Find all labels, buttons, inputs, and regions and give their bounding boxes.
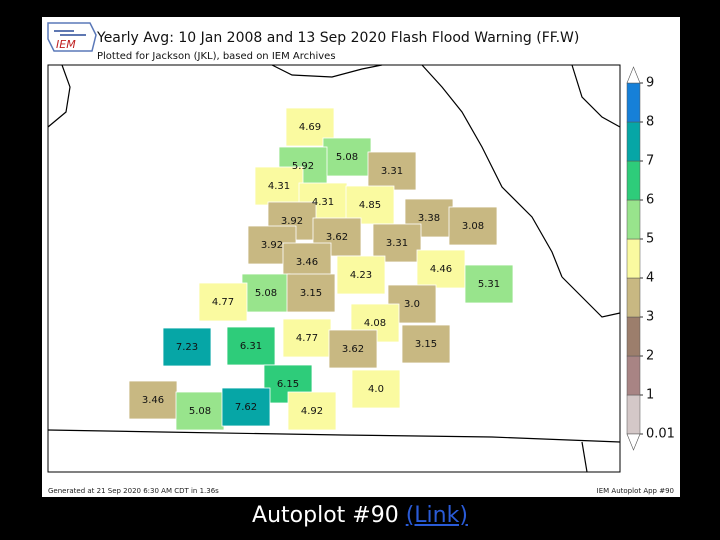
county-value: 6.15 (277, 379, 299, 390)
county-value: 4.23 (350, 270, 372, 281)
county (254, 166, 304, 206)
screenshot: IEM Yearly Avg: 10 Jan 2008 and 13 Sep 2… (42, 17, 680, 497)
county-value: 5.08 (189, 406, 211, 417)
caption: Autoplot #90 (Link) (0, 503, 720, 528)
colorbar-tick-label: 0.01 (646, 427, 675, 442)
county-value: 4.92 (301, 406, 323, 417)
county-value: 4.85 (359, 200, 381, 211)
county (328, 329, 378, 369)
colorbar-tick-label: 6 (646, 193, 654, 208)
county-value: 7.23 (176, 342, 198, 353)
county-value: 3.38 (418, 213, 440, 224)
county-value: 3.62 (342, 344, 364, 355)
county-value: 4.77 (296, 333, 318, 344)
county-value: 5.31 (478, 279, 500, 290)
colorbar-tick-label: 8 (646, 115, 654, 130)
county (401, 324, 451, 364)
colorbar-tick-label: 4 (646, 271, 654, 286)
county (162, 327, 212, 367)
link[interactable]: (Link) (405, 503, 468, 528)
caption-text: Autoplot #90 (252, 503, 399, 528)
county-value: 4.77 (212, 297, 234, 308)
county (448, 206, 498, 246)
logo: IEM (47, 22, 97, 52)
county-value: 3.92 (261, 240, 283, 251)
county (226, 326, 276, 366)
colorbar-segment (626, 82, 641, 123)
county-value: 3.08 (462, 221, 484, 232)
logo-text: IEM (56, 38, 76, 51)
colorbar-segment (626, 238, 641, 279)
footer-left: Generated at 21 Sep 2020 6:30 AM CDT in … (48, 487, 219, 495)
county-value: 4.08 (364, 318, 386, 329)
county (221, 387, 271, 427)
county (351, 369, 401, 409)
county (282, 318, 332, 358)
colorbar-tick-label: 7 (646, 154, 654, 169)
county-value: 5.08 (336, 152, 358, 163)
county (367, 151, 417, 191)
county (198, 282, 248, 322)
county (128, 380, 178, 420)
colorbar-tick-label: 3 (646, 310, 654, 325)
colorbar-segment (626, 355, 641, 396)
state-borders (47, 64, 621, 473)
county-value: 4.46 (430, 264, 452, 275)
county-value: 3.31 (386, 238, 408, 249)
county-value: 4.0 (368, 384, 384, 395)
county-value: 3.92 (281, 216, 303, 227)
county (175, 391, 225, 431)
county-value: 3.0 (404, 299, 420, 310)
county-value: 7.62 (235, 402, 257, 413)
county-value: 5.92 (292, 161, 314, 172)
colorbar-tick-label: 5 (646, 232, 654, 247)
county-value: 3.46 (142, 395, 164, 406)
subtitle: Plotted for Jackson (JKL), based on IEM … (97, 51, 336, 62)
map-figure: IEM Yearly Avg: 10 Jan 2008 and 13 Sep 2… (47, 22, 675, 495)
colorbar-tick-label: 2 (646, 349, 654, 364)
colorbar-segment (626, 277, 641, 318)
colorbar-segment (626, 160, 641, 201)
county-value: 5.08 (255, 288, 277, 299)
county (287, 391, 337, 431)
colorbar-segment (626, 316, 641, 357)
colorbar-tick-label: 9 (646, 76, 654, 91)
county-value: 3.46 (296, 257, 318, 268)
title: Yearly Avg: 10 Jan 2008 and 13 Sep 2020 … (96, 30, 579, 46)
county (464, 264, 514, 304)
colorbar-segment (626, 394, 641, 435)
colorbar-segment (626, 199, 641, 240)
county (336, 255, 386, 295)
county-value: 4.69 (299, 122, 321, 133)
footer-right: IEM Autoplot App #90 (597, 487, 674, 495)
colorbar-tick-label: 1 (646, 388, 654, 403)
colorbar-arrow (626, 433, 641, 451)
county-value: 3.15 (415, 339, 437, 350)
county-value: 3.15 (300, 288, 322, 299)
county-value: 3.62 (326, 232, 348, 243)
county (286, 273, 336, 313)
county (416, 249, 466, 289)
county-value: 3.31 (381, 166, 403, 177)
county-value: 6.31 (240, 341, 262, 352)
colorbar-segment (626, 121, 641, 162)
county-value: 4.31 (268, 181, 290, 192)
county-value: 4.31 (312, 197, 334, 208)
colorbar-arrow (626, 66, 641, 84)
